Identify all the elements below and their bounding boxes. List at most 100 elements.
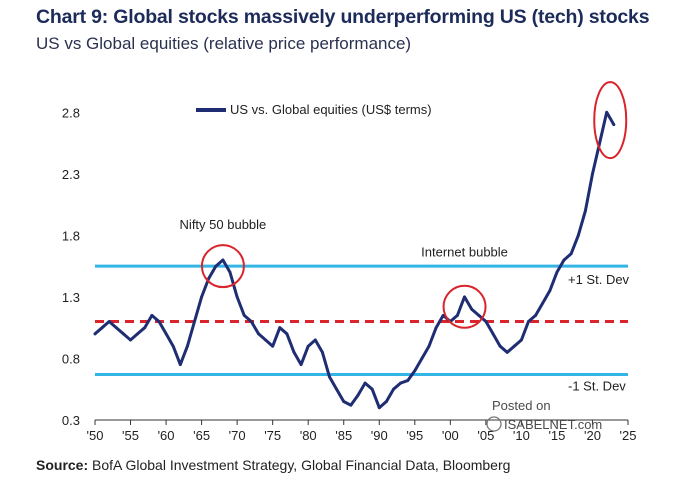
- series-point: [157, 320, 161, 323]
- series-point: [164, 332, 168, 336]
- series-point: [285, 332, 289, 336]
- series-point: [598, 141, 601, 145]
- legend-label: US vs. Global equities (US$ terms): [230, 102, 432, 117]
- series-point: [122, 332, 125, 336]
- series-point: [136, 332, 140, 336]
- series-point: [93, 332, 97, 336]
- series-point: [100, 326, 104, 330]
- axes: 0.3 0.8 1.3 1.8 2.3 2.8 '50 '55 '60 '65 '70 '75 '80 '…: [62, 105, 637, 443]
- series-point: [520, 338, 523, 342]
- highlight-circle-2: [593, 81, 628, 160]
- series-point: [406, 379, 410, 383]
- highlight-circles: [200, 81, 628, 329]
- series-point: [434, 326, 438, 330]
- series-point: [470, 307, 474, 311]
- reference-lines: +1 St. Dev -1 St. Dev: [95, 264, 630, 393]
- series-point: [569, 252, 573, 256]
- series-point: [484, 320, 488, 323]
- series-point: [541, 301, 545, 305]
- x-tick-label: '50: [87, 428, 104, 443]
- series-point: [363, 381, 367, 385]
- legend: US vs. Global equities (US$ terms): [196, 102, 432, 117]
- watermark-line1: Posted on: [492, 398, 551, 413]
- series-point: [221, 258, 225, 262]
- stdev-label-2: -1 St. Dev: [568, 378, 626, 393]
- annotations: Nifty 50 bubble Internet bubble: [180, 217, 508, 259]
- y-tick-label: 1.3: [62, 290, 80, 305]
- series-point: [498, 344, 502, 348]
- watermark: Posted on ISABELNET.com: [486, 398, 602, 432]
- series-point: [463, 295, 466, 299]
- x-tick-label: '90: [371, 428, 388, 443]
- series-point: [562, 258, 566, 262]
- series-point: [214, 264, 218, 268]
- series-point: [377, 406, 381, 410]
- x-tick-label: '25: [620, 428, 637, 443]
- y-tick-label: 1.8: [62, 228, 80, 243]
- series-point: [591, 172, 594, 176]
- x-tick-label: '15: [548, 428, 565, 443]
- x-tick-label: '20: [584, 428, 601, 443]
- y-tick-label: 2.8: [62, 105, 80, 120]
- series-point: [207, 277, 211, 280]
- x-tick-label: '95: [406, 428, 423, 443]
- y-tick-label: 0.8: [62, 351, 80, 366]
- annotation-0: Nifty 50 bubble: [180, 217, 267, 232]
- x-tick-label: '00: [442, 428, 459, 443]
- source-text: BofA Global Investment Strategy, Global …: [92, 457, 511, 473]
- source-note: Source: BofA Global Investment Strategy,…: [36, 457, 510, 473]
- series-point: [257, 332, 260, 336]
- series-point: [605, 110, 609, 114]
- stdev-label-0: +1 St. Dev: [568, 272, 630, 287]
- series-point: [576, 233, 580, 237]
- highlight-circle-1: [442, 284, 487, 329]
- series-point: [228, 270, 232, 274]
- highlight-circle-0: [200, 244, 245, 289]
- annotation-1: Internet bubble: [421, 244, 508, 259]
- series-point: [235, 295, 239, 299]
- series-point: [306, 344, 310, 348]
- chart-subtitle: US vs Global equities (relative price pe…: [36, 34, 412, 53]
- x-tick-label: '10: [513, 428, 530, 443]
- series-point: [413, 369, 417, 373]
- y-tick-label: 0.3: [62, 413, 80, 428]
- watermark-logo-icon: [486, 416, 502, 432]
- series-point: [342, 400, 346, 403]
- series-point: [612, 123, 616, 127]
- x-tick-label: '60: [158, 428, 175, 443]
- series-point: [505, 350, 509, 354]
- series-point: [264, 338, 267, 342]
- series-point: [534, 313, 538, 317]
- series-point: [313, 338, 317, 342]
- series-point: [583, 209, 587, 213]
- series-point: [392, 387, 395, 391]
- chart-title: Chart 9: Global stocks massively underpe…: [36, 6, 650, 28]
- x-tick-label: '70: [229, 428, 246, 443]
- y-tick-label: 2.3: [62, 167, 80, 182]
- source-label: Source:: [36, 457, 89, 473]
- x-tick-label: '75: [264, 428, 281, 443]
- series-point: [321, 350, 324, 354]
- series-point: [271, 344, 275, 348]
- series-point: [491, 332, 495, 336]
- series-point: [349, 403, 353, 407]
- series-point: [420, 357, 424, 360]
- series-point: [384, 400, 388, 403]
- series-point: [335, 387, 339, 391]
- series-point: [299, 363, 303, 367]
- series-point: [512, 344, 516, 348]
- series-point: [555, 270, 559, 274]
- x-tick-label: '55: [122, 428, 139, 443]
- series-point: [193, 320, 196, 323]
- x-tick-label: '65: [193, 428, 210, 443]
- series-point: [328, 375, 331, 379]
- series-line-0: [93, 110, 616, 410]
- series-point: [427, 344, 431, 348]
- series-point: [278, 326, 282, 330]
- series-point: [178, 363, 182, 367]
- series-point: [150, 313, 154, 317]
- x-tick-label: '80: [300, 428, 317, 443]
- series-point: [399, 381, 402, 385]
- series-point: [185, 344, 189, 348]
- watermark-line2: ISABELNET.com: [504, 417, 602, 432]
